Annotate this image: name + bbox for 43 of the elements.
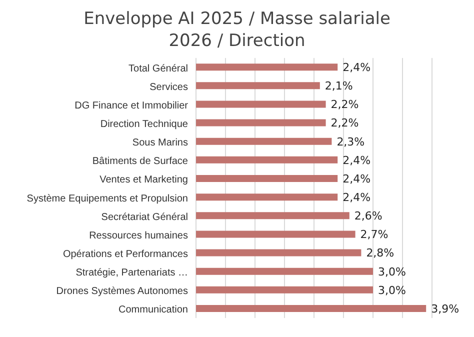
data-label: 2,2% xyxy=(330,98,359,112)
bar xyxy=(196,175,338,182)
bar xyxy=(196,82,320,90)
bar xyxy=(196,156,338,164)
data-label: 3,9% xyxy=(431,302,460,316)
data-label: 2,7% xyxy=(360,228,388,242)
bar xyxy=(196,268,373,275)
bar xyxy=(196,119,326,126)
bar xyxy=(196,138,332,145)
y-tick-label: Services xyxy=(150,82,188,93)
y-tick-label: Drones Systèmes Autonomes xyxy=(56,286,188,298)
y-tick-label: Système Equipements et Propulsion xyxy=(26,193,188,204)
bar xyxy=(196,286,373,294)
data-label: 2,8% xyxy=(366,246,394,260)
data-label: 2,1% xyxy=(324,80,353,93)
data-label: 2,2% xyxy=(330,116,359,130)
bar xyxy=(196,64,338,71)
data-label: 3,0% xyxy=(378,284,406,297)
y-tick-label: Sous Marins xyxy=(132,138,188,149)
y-tick-label: Stratégie, Partenariats … xyxy=(76,268,188,279)
data-label: 2,4% xyxy=(342,172,371,186)
bar xyxy=(196,305,426,312)
data-label: 3,0% xyxy=(378,265,406,278)
data-label: 2,3% xyxy=(336,135,365,148)
y-tick-label: Secrétariat Général xyxy=(101,212,188,223)
y-tick-label: Bâtiments de Surface xyxy=(92,156,188,168)
data-label: 2,4% xyxy=(342,190,371,204)
bar xyxy=(196,249,362,256)
bar xyxy=(196,100,326,108)
y-tick-label: Ressources humaines xyxy=(89,230,188,242)
y-tick-label: Total Général xyxy=(128,63,188,74)
y-tick-label: Communication xyxy=(118,304,188,316)
data-label: 2,4% xyxy=(342,154,371,167)
bar xyxy=(196,230,356,238)
y-tick-label: Ventes et Marketing xyxy=(100,174,188,186)
data-label: 2,4% xyxy=(342,60,371,74)
bar xyxy=(196,212,350,220)
bar xyxy=(196,194,338,201)
chart-title: Enveloppe AI 2025 / Masse salariale 2026 / Direction xyxy=(82,8,392,52)
data-label: 2,6% xyxy=(354,210,382,223)
y-tick-label: DG Finance et Immobilier xyxy=(74,100,189,112)
y-tick-label: Direction Technique xyxy=(100,119,188,130)
y-tick-label: Opérations et Performances xyxy=(62,249,188,260)
